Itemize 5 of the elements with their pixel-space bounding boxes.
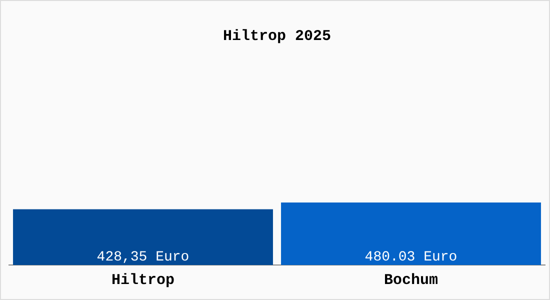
data-label: 480.03 Euro xyxy=(364,250,458,266)
x-tick-label: Hiltrop xyxy=(111,272,175,289)
data-label: 428,35 Euro xyxy=(96,250,190,266)
chart-title: Hiltrop 2025 xyxy=(222,28,332,45)
x-tick-label: Bochum xyxy=(384,272,438,289)
